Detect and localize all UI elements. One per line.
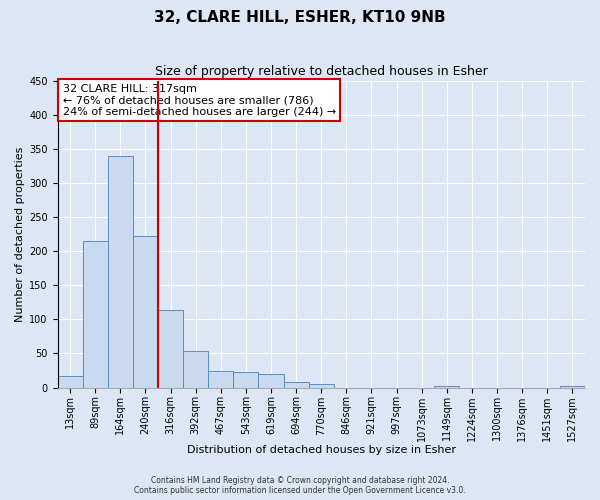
- Bar: [158, 310, 183, 388]
- Bar: [183, 352, 208, 388]
- Title: Size of property relative to detached houses in Esher: Size of property relative to detached ho…: [155, 65, 488, 78]
- Bar: [284, 382, 308, 388]
- Text: 32, CLARE HILL, ESHER, KT10 9NB: 32, CLARE HILL, ESHER, KT10 9NB: [154, 10, 446, 25]
- Bar: [233, 372, 259, 388]
- Bar: [58, 376, 83, 388]
- Bar: [434, 386, 460, 388]
- Bar: [208, 370, 233, 388]
- Text: Contains HM Land Registry data © Crown copyright and database right 2024.
Contai: Contains HM Land Registry data © Crown c…: [134, 476, 466, 495]
- Bar: [83, 241, 108, 388]
- Bar: [560, 386, 585, 388]
- Text: 32 CLARE HILL: 317sqm
← 76% of detached houses are smaller (786)
24% of semi-det: 32 CLARE HILL: 317sqm ← 76% of detached …: [63, 84, 336, 117]
- Bar: [133, 236, 158, 388]
- X-axis label: Distribution of detached houses by size in Esher: Distribution of detached houses by size …: [187, 445, 456, 455]
- Bar: [308, 384, 334, 388]
- Y-axis label: Number of detached properties: Number of detached properties: [15, 146, 25, 322]
- Bar: [108, 156, 133, 388]
- Bar: [259, 374, 284, 388]
